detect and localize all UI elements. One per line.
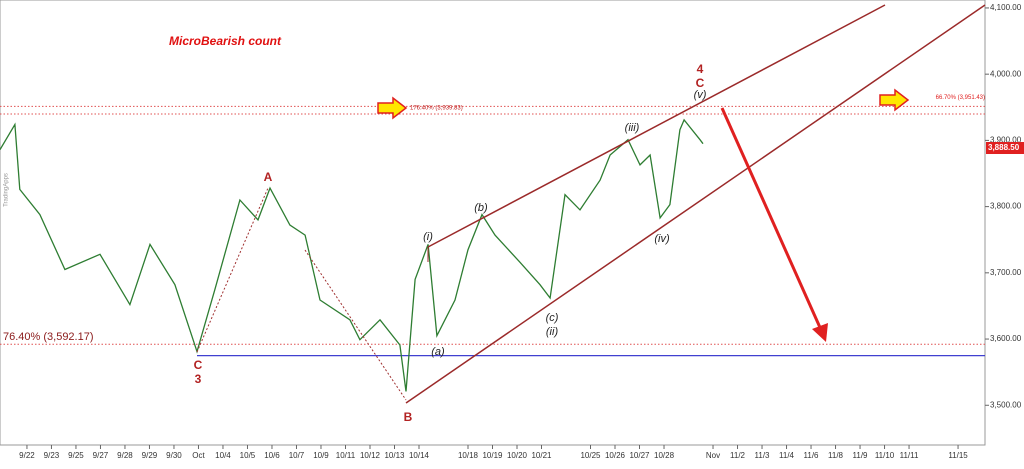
- x-tick-label: 10/20: [507, 451, 528, 460]
- x-tick-label: 11/3: [755, 451, 771, 460]
- wave-label: (iii): [625, 122, 640, 134]
- wave-label: A: [264, 170, 273, 184]
- x-tick-label: 10/14: [409, 451, 430, 460]
- x-tick-label: 10/21: [531, 451, 552, 460]
- x-tick-label: 9/27: [93, 451, 109, 460]
- x-tick-label: 11/11: [900, 451, 919, 460]
- wave-label: 3: [195, 372, 202, 386]
- wave-line: [196, 187, 269, 353]
- price-line: [0, 118, 704, 392]
- x-tick-label: 10/18: [458, 451, 479, 460]
- wave-label: C: [194, 358, 203, 372]
- wave-label: (ii): [546, 326, 559, 338]
- chart-title: MicroBearish count: [169, 34, 282, 48]
- x-tick-label: 10/6: [264, 451, 280, 460]
- y-tick-label: 4,100.00: [990, 3, 1022, 12]
- x-tick-label: 10/11: [336, 451, 356, 460]
- wave-label: (iv): [654, 233, 670, 245]
- forecast-arrow-head: [812, 323, 828, 342]
- watermark: TradingApps: [4, 173, 10, 207]
- x-tick-label: 9/30: [166, 451, 182, 460]
- x-tick-label: 11/8: [828, 451, 844, 460]
- wave-label: (a): [431, 346, 445, 358]
- x-tick-label: 10/26: [605, 451, 626, 460]
- x-tick-label: 10/13: [384, 451, 405, 460]
- y-tick-label: 3,500.00: [990, 400, 1022, 409]
- x-tick-label: 10/4: [215, 451, 231, 460]
- wave-label: B: [404, 410, 413, 424]
- x-tick-label: 10/27: [629, 451, 650, 460]
- forecast-arrow: [720, 107, 824, 333]
- y-tick-label: 3,800.00: [990, 202, 1022, 211]
- fib-label: 176.40% (3,939.83): [410, 106, 463, 112]
- y-tick-label: 4,000.00: [990, 69, 1022, 78]
- x-tick-label: 11/6: [804, 451, 820, 460]
- wave-label: 4: [697, 62, 704, 76]
- wave-label: (c): [546, 312, 559, 324]
- x-tick-label: 9/29: [142, 451, 158, 460]
- wave-label: (b): [474, 202, 488, 214]
- wave-label: C: [696, 76, 705, 90]
- x-tick-label: 10/25: [580, 451, 601, 460]
- x-tick-label: 9/25: [68, 451, 84, 460]
- x-tick-label: 11/2: [730, 451, 746, 460]
- wave-label: (i): [423, 231, 433, 243]
- x-tick-label: 11/15: [948, 451, 968, 460]
- plot-area: [0, 0, 986, 446]
- wave-label: (v): [694, 89, 707, 101]
- x-tick-label: 10/9: [313, 451, 329, 460]
- x-tick-label: 10/28: [654, 451, 675, 460]
- last-price-label: 3,888.50: [988, 143, 1020, 152]
- x-tick-label: 11/10: [875, 451, 895, 460]
- fib-label: 76.40% (3,592.17): [3, 331, 94, 343]
- x-tick-label: 9/23: [44, 451, 60, 460]
- channel-line: [405, 4, 986, 404]
- y-tick-label: 3,600.00: [990, 334, 1022, 343]
- y-tick-label: 3,700.00: [990, 268, 1022, 277]
- x-tick-label: Oct: [192, 451, 205, 460]
- x-tick-label: Nov: [706, 451, 720, 460]
- x-tick-label: 10/12: [360, 451, 381, 460]
- x-tick-label: 10/7: [289, 451, 305, 460]
- y-tick-label: 3,900.00: [990, 135, 1022, 144]
- last-price-box: [986, 142, 1024, 155]
- fib-label: 66.70% (3,951.43): [936, 95, 985, 101]
- x-tick-label: 11/4: [779, 451, 795, 460]
- channel-line: [427, 4, 886, 248]
- x-tick-label: 9/22: [19, 451, 35, 460]
- x-tick-label: 10/19: [482, 451, 503, 460]
- yellow-arrow: [879, 88, 910, 112]
- x-tick-label: 9/28: [117, 451, 133, 460]
- yellow-arrow: [377, 96, 408, 120]
- x-tick-label: 11/9: [853, 451, 869, 460]
- x-tick-label: 10/5: [240, 451, 256, 460]
